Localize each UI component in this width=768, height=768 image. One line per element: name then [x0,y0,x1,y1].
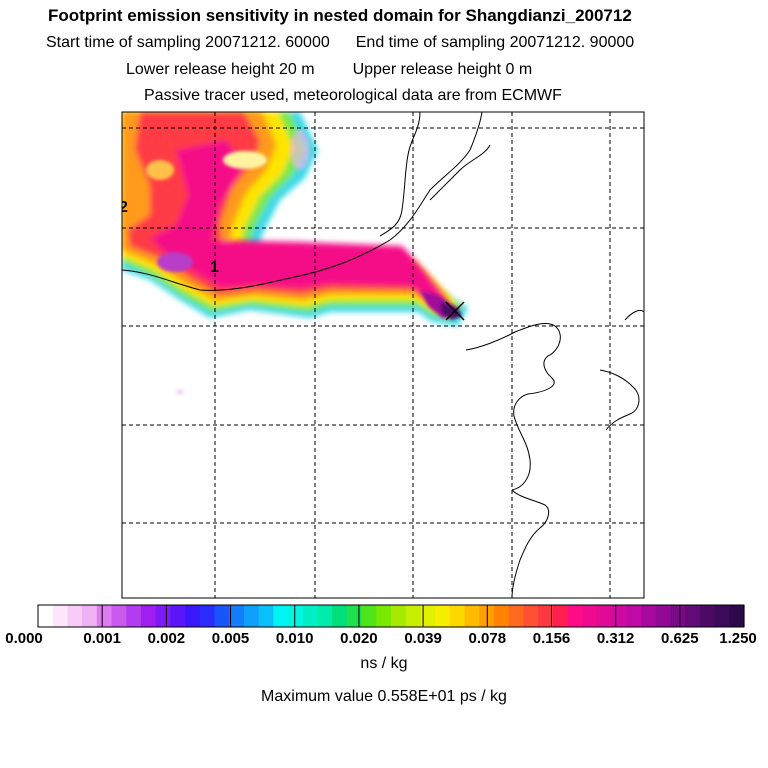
colorbar-swatch [405,605,422,627]
colorbar-swatch [317,605,333,627]
colorbar-swatch [52,605,69,627]
coastline-east-2 [511,489,550,598]
colorbar-swatch [332,605,348,627]
colorbar-swatch [302,605,319,627]
tracer-info-line: Passive tracer used, meteorological data… [144,87,562,104]
receptor-x-mark [445,301,465,321]
coastline-island [624,309,644,321]
colorbar-tick-label: 0.625 [661,630,699,647]
upper-release-label: Upper release height 0 m [352,61,533,78]
colorbar-tick-label: 0.078 [468,630,507,647]
maximum-value-label: Maximum value 0.558E+01 ps / kg [261,688,507,705]
colorbar-swatch [493,605,510,627]
colorbar-swatch [170,605,186,627]
colorbar-swatch [199,605,216,627]
colorbar-swatch [82,605,98,627]
colorbar-swatch [361,605,377,627]
colorbar-swatch [67,605,83,627]
colorbar-swatch [243,605,260,627]
colorbar-tick-label: 0.039 [404,630,442,647]
colorbar-swatch [567,605,583,627]
colorbar-swatch [655,605,672,627]
map-title: Footprint emission sensitivity in nested… [48,6,632,25]
colorbar-tick-label: 0.000 [5,630,43,647]
colorbar-tick-label: 0.005 [211,630,250,647]
colorbar-swatch [96,605,113,627]
colorbar-swatch [449,605,466,627]
coastlines [122,112,644,598]
colorbar-unit: ns / kg [360,655,408,672]
contour-label-2: 2 [119,199,128,216]
coastline-east-1 [465,323,561,491]
colorbar-frame [37,604,745,628]
coastline-bay [429,144,491,201]
colorbar-tick-label: 0.001 [83,630,121,647]
coastline-north [122,112,483,291]
sampling-time-line: Start time of sampling 20071212. 60000 En… [46,34,634,52]
plume-peak-dark [440,302,462,320]
colorbar-swatch [273,605,289,627]
coastline-border [379,112,421,237]
end-time-label: End time of sampling 20071212. 90000 [355,34,635,51]
plume-patch-light-3 [176,390,184,394]
colorbar-swatch [538,605,554,627]
coastline-peninsula [599,369,640,431]
plume-patch-purple [157,252,193,272]
colorbar-swatch [596,605,613,627]
start-time-label: Start time of sampling 20071212. 60000 [46,34,330,51]
release-height-line: Lower release height 20 m Upper release h… [126,61,532,79]
colorbar-tick-label: 0.312 [596,630,635,647]
colorbar-tick-label: 0.002 [147,630,186,647]
plume-core-magenta [150,140,444,302]
colorbar-swatch [670,605,686,627]
map-frame [121,111,645,599]
lower-release-label: Lower release height 20 m [126,61,315,78]
plume-patch-light-4 [290,130,310,170]
colorbar-swatch [714,605,730,627]
colorbar-swatch [523,605,539,627]
plume-patch-light-2 [146,160,174,180]
colorbar-swatch [111,605,127,627]
colorbar-swatch [346,605,363,627]
colorbar-swatch [699,605,716,627]
colorbar-tick-label: 0.010 [275,630,314,647]
colorbar-swatch [729,605,745,627]
colorbar-swatch [435,605,451,627]
colorbar-tick-label: 1.250 [719,630,757,647]
colorbar-swatch [508,605,524,627]
colorbar-swatch [288,605,304,627]
colorbar-swatch [464,605,480,627]
colorbar-swatch [185,605,201,627]
colorbar-swatch [552,605,569,627]
colorbar-swatch [229,605,245,627]
colorbar-swatch [258,605,274,627]
colorbar-tick-label: 0.156 [532,630,571,647]
colorbar-swatch [582,605,598,627]
colorbar-swatch [641,605,657,627]
colorbar-swatch [626,605,642,627]
colorbar [38,605,745,627]
colorbar-swatch [140,605,157,627]
plume-patch-light-1 [223,151,267,169]
colorbar-swatch [155,605,171,627]
plume-field: 2 1 [119,112,644,598]
colorbar-swatch [611,605,627,627]
colorbar-swatch [376,605,392,627]
colorbar-swatch [126,605,142,627]
lat-lon-grid [122,112,644,598]
colorbar-tick-label: 0.020 [340,630,378,647]
colorbar-swatch [391,605,407,627]
contour-label-1: 1 [210,259,219,276]
colorbar-swatch [38,605,54,627]
colorbar-swatch [214,605,230,627]
colorbar-swatch [685,605,701,627]
colorbar-swatch [420,605,436,627]
